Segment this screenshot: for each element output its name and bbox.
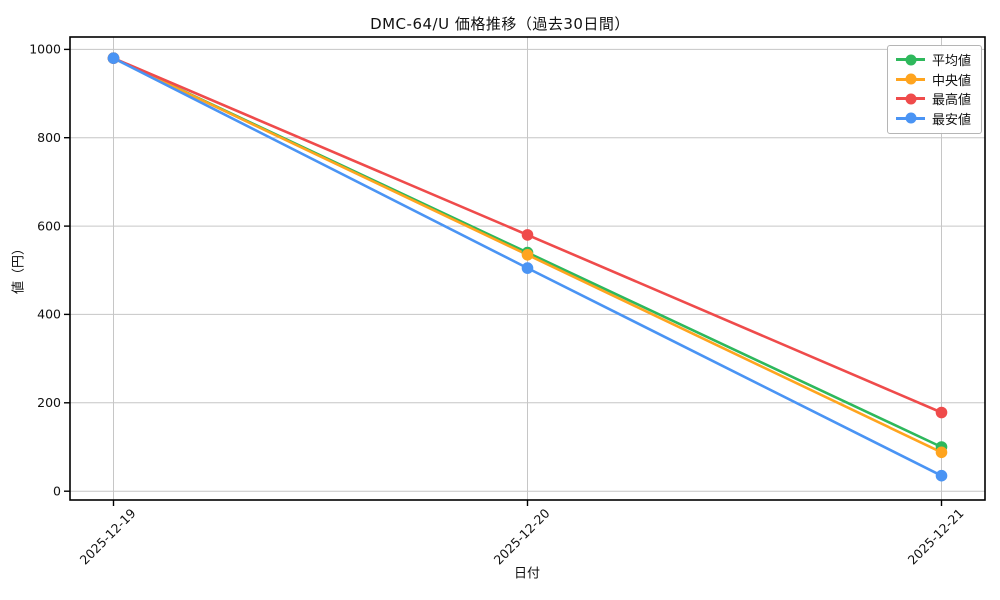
legend-marker-icon <box>896 93 925 105</box>
data-point <box>521 262 534 274</box>
y-tick-label: 800 <box>37 130 61 145</box>
legend-label: 平均値 <box>932 54 972 70</box>
y-axis-label: 値（円） <box>11 241 27 295</box>
y-tick-label: 400 <box>37 307 61 322</box>
legend-marker-icon <box>896 73 925 85</box>
data-point <box>521 249 534 261</box>
legend-item: 中央値 <box>896 70 973 90</box>
data-point <box>107 52 120 64</box>
x-tick-label: 2025-12-19 <box>77 505 139 567</box>
legend-item: 最高値 <box>896 89 973 109</box>
y-tick-label: 600 <box>37 218 61 233</box>
legend-marker-icon <box>896 112 925 124</box>
legend-item: 最安値 <box>896 109 973 129</box>
y-tick-label: 0 <box>53 483 61 498</box>
legend-item: 平均値 <box>896 50 973 70</box>
y-tick-label: 200 <box>37 395 61 410</box>
data-point <box>935 469 948 482</box>
x-axis-label: 日付 <box>513 566 541 582</box>
x-tick-label: 2025-12-21 <box>905 506 967 568</box>
legend: 平均値中央値最高値最安値 <box>887 45 982 134</box>
data-point <box>935 446 948 459</box>
chart-title: DMC-64/U 価格推移（過去30日間） <box>370 15 630 33</box>
data-point <box>521 229 534 241</box>
x-tick-label: 2025-12-20 <box>491 505 553 567</box>
legend-label: 最安値 <box>932 112 972 128</box>
legend-marker-icon <box>896 54 925 66</box>
data-point <box>935 406 948 419</box>
legend-label: 最高値 <box>932 93 972 109</box>
legend-label: 中央値 <box>932 73 972 89</box>
y-tick-label: 1000 <box>29 42 61 57</box>
